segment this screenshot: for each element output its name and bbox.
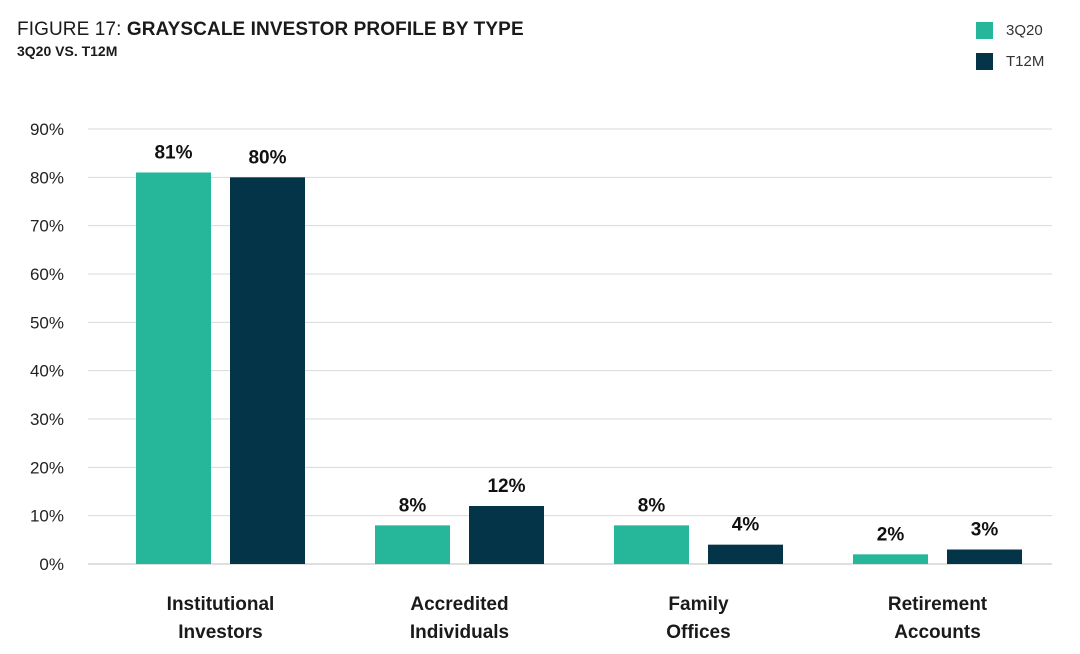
data-label: 3% — [971, 520, 999, 541]
category-label: Offices — [666, 622, 730, 643]
bar-t12m-3 — [947, 549, 1022, 564]
y-tick-label: 10% — [30, 507, 64, 526]
y-tick-label: 40% — [30, 362, 64, 381]
data-label: 80% — [248, 147, 286, 168]
y-tick-label: 80% — [30, 168, 64, 187]
y-tick-label: 50% — [30, 313, 64, 332]
bar-t12m-1 — [469, 506, 544, 564]
legend-item-3q20: 3Q20 — [976, 20, 1044, 40]
y-tick-label: 60% — [30, 265, 64, 284]
legend-swatch-t12m — [976, 52, 993, 70]
legend-swatch-3q20 — [976, 21, 993, 39]
data-label: 4% — [732, 515, 760, 536]
chart-title: FIGURE 17: GRAYSCALE INVESTOR PROFILE BY… — [17, 19, 524, 41]
data-label: 12% — [487, 476, 525, 497]
category-label: Institutional — [167, 594, 275, 615]
category-label: Accredited — [410, 594, 508, 615]
bar-t12m-0 — [230, 177, 305, 565]
y-tick-label: 70% — [30, 217, 64, 236]
legend: 3Q20 T12M — [976, 20, 1044, 82]
y-tick-label: 90% — [30, 120, 64, 139]
data-label: 81% — [154, 143, 192, 164]
y-tick-label: 0% — [39, 555, 64, 574]
data-label: 8% — [399, 495, 427, 516]
legend-label-t12m: T12M — [1006, 52, 1045, 70]
y-tick-label: 30% — [30, 410, 64, 429]
chart-subtitle: 3Q20 VS. T12M — [17, 43, 118, 59]
bar-3q20-0 — [136, 172, 211, 564]
legend-label-3q20: 3Q20 — [1006, 21, 1043, 39]
data-label: 2% — [877, 524, 905, 545]
category-label: Individuals — [410, 622, 509, 643]
chart-title-text: GRAYSCALE INVESTOR PROFILE BY TYPE — [126, 19, 524, 40]
bar-3q20-1 — [375, 525, 450, 564]
figure-label: FIGURE 17: — [17, 19, 127, 40]
bar-3q20-2 — [614, 525, 689, 564]
data-label: 8% — [638, 495, 666, 516]
bar-3q20-3 — [853, 554, 928, 564]
category-label: Accounts — [894, 622, 981, 643]
y-tick-label: 20% — [30, 458, 64, 477]
category-label: Family — [668, 594, 729, 615]
category-label: Investors — [178, 622, 262, 643]
category-label: Retirement — [888, 594, 988, 615]
legend-item-t12m: T12M — [976, 51, 1044, 71]
bar-t12m-2 — [708, 544, 783, 564]
